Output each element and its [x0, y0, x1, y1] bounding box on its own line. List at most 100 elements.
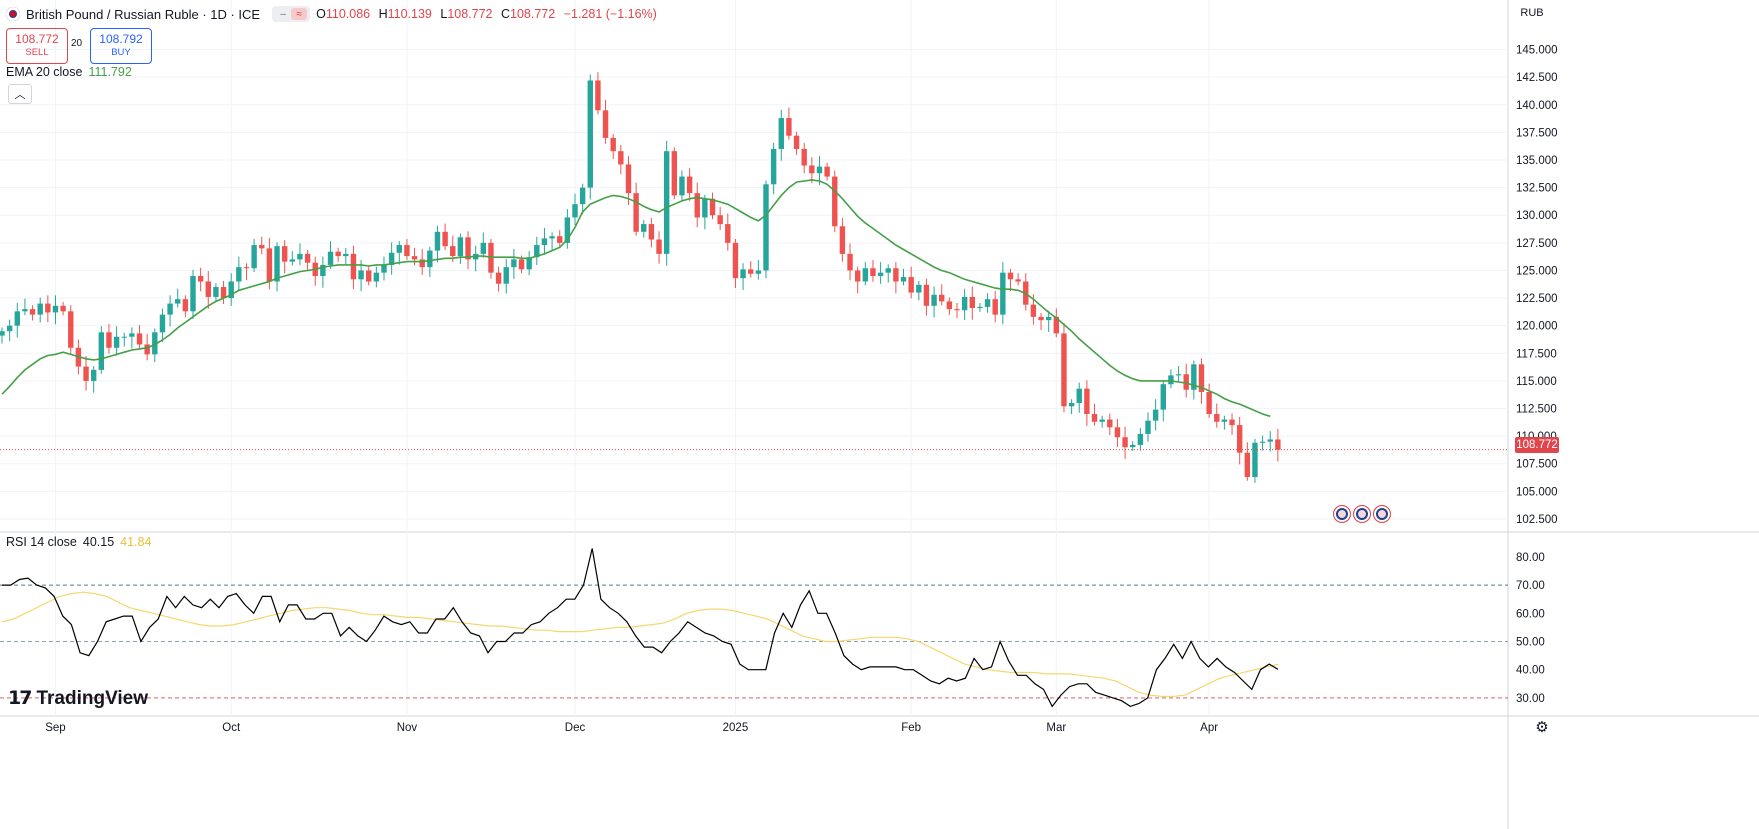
candle-body[interactable] [900, 277, 907, 282]
candle-body[interactable] [1221, 419, 1228, 422]
candle-body[interactable] [1168, 375, 1174, 385]
ema-legend[interactable]: EMA 20 close 111.792 [6, 65, 132, 79]
indicator-toggle[interactable]: – ≈ [272, 6, 311, 22]
candle-body[interactable] [29, 309, 36, 315]
candle-body[interactable] [564, 217, 571, 243]
candle-body[interactable] [610, 137, 616, 152]
candle-body[interactable] [786, 118, 792, 136]
candle-body[interactable] [1053, 316, 1060, 334]
candle-body[interactable] [633, 193, 639, 232]
minus-icon[interactable]: – [280, 8, 286, 20]
candle-body[interactable] [1275, 439, 1281, 450]
candle-body[interactable] [144, 344, 150, 355]
candle-body[interactable] [725, 224, 731, 243]
candle-body[interactable] [778, 118, 784, 149]
symbol-title[interactable]: British Pound / Russian Ruble · 1D · ICE [26, 6, 261, 22]
candle-body[interactable] [113, 336, 120, 348]
candle-body[interactable] [518, 259, 525, 270]
candle-body[interactable] [1007, 272, 1014, 280]
candle-body[interactable] [182, 299, 189, 312]
buy-button[interactable]: 108.792 BUY [90, 28, 152, 64]
candle-body[interactable] [816, 166, 823, 174]
candle-body[interactable] [1000, 272, 1006, 315]
candle-body[interactable] [572, 204, 578, 218]
candle-body[interactable] [396, 245, 402, 253]
candle-body[interactable] [801, 148, 807, 166]
candle-body[interactable] [442, 231, 448, 247]
candle-body[interactable] [961, 296, 968, 311]
candle-body[interactable] [236, 267, 242, 282]
candle-body[interactable] [862, 268, 869, 282]
candle-body[interactable] [14, 311, 20, 326]
candle-body[interactable] [740, 269, 746, 279]
candle-body[interactable] [1137, 433, 1144, 445]
rsi-legend[interactable]: RSI 14 close 40.15 41.84 [6, 535, 151, 549]
candle-body[interactable] [274, 246, 280, 282]
candle-body[interactable] [824, 166, 830, 177]
candle-body[interactable] [709, 198, 716, 216]
candle-body[interactable] [366, 270, 372, 282]
candle-body[interactable] [916, 284, 922, 293]
sell-button[interactable]: 108.772 SELL [6, 28, 68, 64]
candle-body[interactable] [1084, 388, 1090, 415]
candle-body[interactable] [839, 226, 846, 254]
candle-body[interactable] [159, 314, 166, 333]
candle-body[interactable] [1145, 420, 1151, 434]
candle-body[interactable] [434, 231, 441, 251]
candle-body[interactable] [526, 257, 532, 270]
candle-body[interactable] [213, 287, 219, 297]
candle-body[interactable] [251, 245, 257, 269]
candle-body[interactable] [1244, 452, 1251, 477]
candle-body[interactable] [579, 187, 586, 205]
candle-body[interactable] [1061, 333, 1067, 407]
candle-body[interactable] [68, 311, 74, 348]
candle-body[interactable] [992, 299, 998, 315]
candle-body[interactable] [1068, 402, 1075, 407]
candle-body[interactable] [427, 250, 433, 268]
candle-body[interactable] [1076, 388, 1082, 403]
candle-body[interactable] [893, 268, 899, 282]
candle-body[interactable] [809, 165, 815, 174]
candle-body[interactable] [381, 264, 387, 273]
rsi-ma-line[interactable] [1, 591, 1279, 698]
candle-body[interactable] [404, 245, 410, 257]
candle-body[interactable] [320, 264, 326, 276]
candle-body[interactable] [259, 245, 265, 249]
candle-body[interactable] [656, 239, 662, 254]
candle-body[interactable] [450, 246, 456, 257]
candle-body[interactable] [702, 198, 708, 218]
candle-body[interactable] [870, 268, 876, 276]
candle-body[interactable] [595, 80, 601, 111]
candle-body[interactable] [1107, 419, 1113, 428]
candle-body[interactable] [534, 245, 540, 258]
candle-body[interactable] [495, 272, 502, 284]
candle-body[interactable] [335, 251, 341, 257]
rsi-line[interactable] [2, 548, 1279, 708]
candle-body[interactable] [694, 193, 700, 218]
candle-body[interactable] [541, 238, 548, 246]
candle-body[interactable] [1175, 374, 1182, 376]
candle-body[interactable] [289, 259, 296, 262]
candle-body[interactable] [1198, 364, 1205, 392]
candle-body[interactable] [22, 309, 28, 312]
candle-body[interactable] [480, 242, 487, 254]
candle-body[interactable] [1259, 441, 1266, 443]
candle-body[interactable] [1206, 391, 1212, 415]
candle-body[interactable] [465, 237, 471, 260]
candle-body[interactable] [121, 336, 127, 338]
candle-body[interactable] [1130, 444, 1136, 448]
candle-body[interactable] [755, 270, 762, 274]
candle-body[interactable] [946, 301, 953, 310]
candle-body[interactable] [732, 242, 739, 279]
candle-body[interactable] [167, 303, 173, 315]
candle-body[interactable] [854, 270, 861, 282]
candle-body[interactable] [6, 325, 13, 332]
candle-body[interactable] [984, 299, 991, 307]
candle-body[interactable] [1091, 414, 1098, 422]
candle-body[interactable] [671, 151, 678, 196]
candle-body[interactable] [266, 248, 273, 282]
candle-body[interactable] [587, 80, 593, 188]
candle-body[interactable] [388, 252, 395, 265]
candle-body[interactable] [327, 251, 334, 265]
candle-body[interactable] [190, 275, 196, 312]
